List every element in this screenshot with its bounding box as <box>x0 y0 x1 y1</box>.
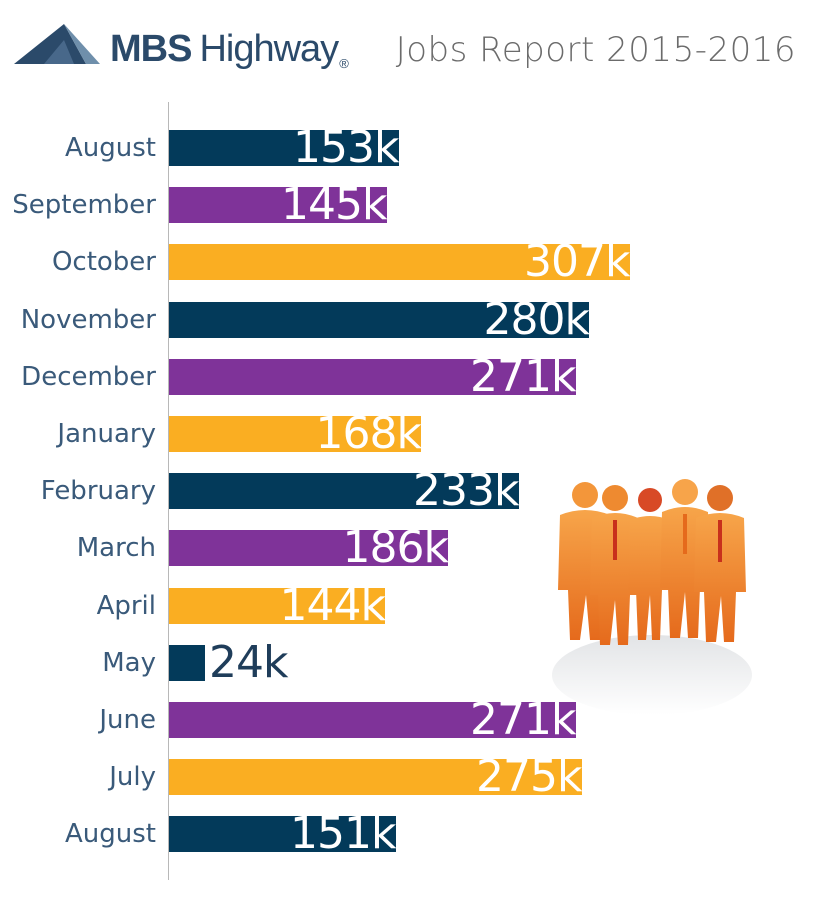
bar-row: May 24k <box>0 638 826 686</box>
data-label: 145k <box>281 179 387 231</box>
bar-row: November 280k <box>0 295 826 343</box>
category-label: August <box>65 819 156 850</box>
data-label: 153k <box>293 122 399 173</box>
bar-row: January 168k <box>0 410 826 458</box>
bar <box>169 244 630 281</box>
category-label: December <box>21 361 156 392</box>
category-label: March <box>76 533 156 564</box>
data-label: 168k <box>315 408 422 459</box>
bar-row: March 186k <box>0 524 826 572</box>
bar <box>169 759 582 796</box>
category-label: February <box>40 476 156 507</box>
bar <box>169 530 448 567</box>
registered-mark: ® <box>339 56 349 71</box>
brand-bold: MBS <box>110 28 192 70</box>
bar <box>169 301 589 338</box>
category-label: June <box>99 705 156 735</box>
bar <box>169 702 576 738</box>
data-label: 144k <box>279 579 386 631</box>
bar-row: December 271k <box>0 352 826 400</box>
data-label: 233k <box>413 465 519 517</box>
category-label: November <box>20 304 156 335</box>
bar-row: August 151k <box>0 810 826 858</box>
chart-title: Jobs Report 2015-2016 <box>395 30 796 70</box>
bar <box>169 473 519 510</box>
bar <box>169 130 399 166</box>
bar-row: April 144k <box>0 581 826 629</box>
data-label: 271k <box>470 694 576 745</box>
category-label: April <box>96 590 156 621</box>
bar <box>169 358 576 395</box>
category-label: May <box>102 647 156 678</box>
data-label: 151k <box>290 808 396 860</box>
brand-regular: Highway <box>199 28 339 70</box>
data-label: 271k <box>470 350 576 402</box>
data-label: 280k <box>483 293 590 345</box>
bar-row: February 233k <box>0 467 826 515</box>
data-label: 24k <box>209 636 288 688</box>
bar-row: August 153k <box>0 124 826 172</box>
y-axis-line <box>168 102 169 880</box>
mountain-logo-icon <box>14 24 100 64</box>
category-label: August <box>65 133 156 163</box>
category-label: September <box>12 190 156 221</box>
business-people-icon <box>552 479 752 715</box>
logo: MBS Highway® <box>14 22 349 72</box>
data-label: 275k <box>476 751 582 803</box>
bar <box>169 816 396 853</box>
bar-row: July 275k <box>0 753 826 801</box>
bar <box>169 644 205 681</box>
category-label: January <box>57 419 156 449</box>
bar <box>169 187 387 224</box>
category-label: July <box>109 762 156 793</box>
header: MBS Highway® Jobs Report 2015-2016 <box>0 0 826 90</box>
bar <box>169 416 421 452</box>
bar-row: June 271k <box>0 696 826 744</box>
brand-name: MBS Highway® <box>110 28 349 71</box>
category-label: October <box>51 247 156 278</box>
data-label: 186k <box>342 522 449 574</box>
bar-row: September 145k <box>0 181 826 229</box>
data-label: 307k <box>524 236 630 288</box>
bar <box>169 587 385 624</box>
bar-row: October 307k <box>0 238 826 286</box>
business-people-illustration <box>540 470 770 720</box>
